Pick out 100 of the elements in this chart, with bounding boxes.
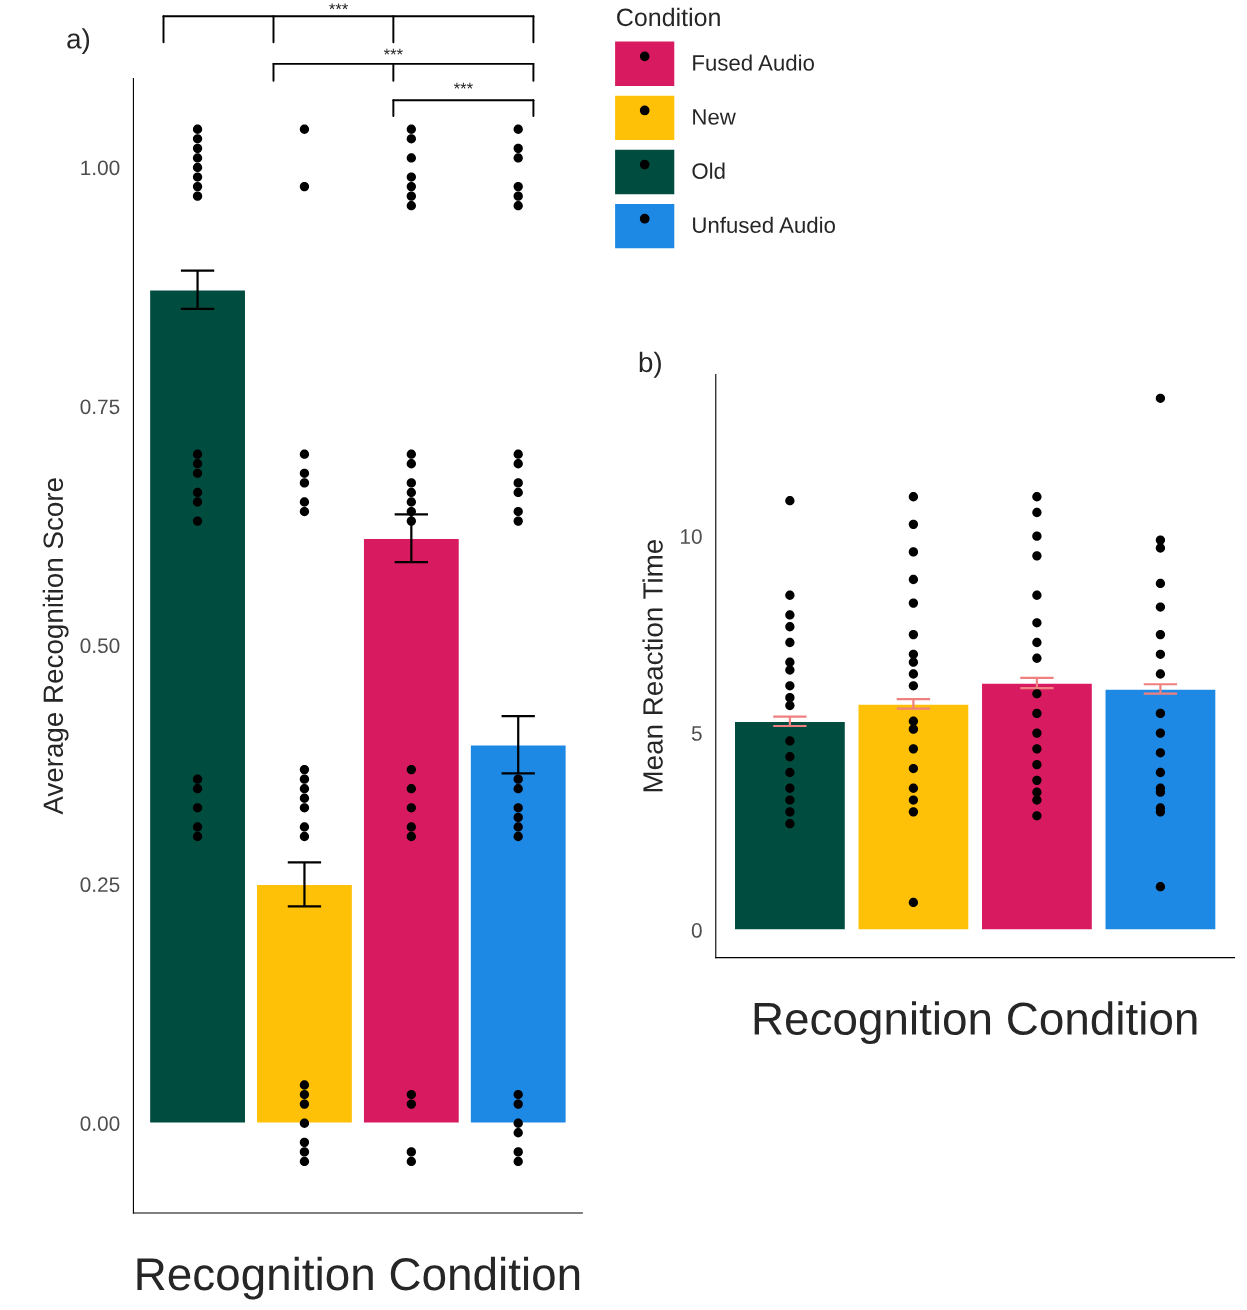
point bbox=[192, 497, 203, 507]
point bbox=[513, 506, 523, 517]
point bbox=[1032, 551, 1042, 561]
y-tick-label: 0.50 bbox=[80, 638, 120, 654]
point bbox=[513, 143, 523, 154]
point bbox=[192, 822, 203, 832]
point bbox=[908, 657, 919, 667]
point bbox=[908, 744, 919, 754]
point bbox=[1155, 393, 1166, 403]
y-tick-label: 1.00 bbox=[81, 160, 120, 176]
point bbox=[513, 803, 523, 813]
point bbox=[908, 598, 919, 608]
point bbox=[406, 191, 416, 201]
point bbox=[513, 449, 523, 459]
point bbox=[908, 574, 919, 585]
point bbox=[513, 459, 523, 469]
y-tick-label: 0.75 bbox=[80, 399, 120, 415]
point bbox=[192, 124, 203, 134]
point bbox=[406, 1099, 416, 1109]
point bbox=[908, 795, 919, 805]
point bbox=[908, 807, 919, 817]
legend-label: Fused Audio bbox=[693, 54, 814, 71]
point bbox=[1032, 708, 1042, 719]
point bbox=[513, 181, 523, 192]
point bbox=[1032, 590, 1042, 600]
point bbox=[1155, 708, 1166, 719]
point bbox=[513, 201, 523, 211]
point bbox=[299, 1080, 310, 1090]
point bbox=[1155, 748, 1166, 758]
point bbox=[513, 1089, 523, 1100]
point bbox=[785, 622, 795, 632]
point bbox=[406, 497, 416, 507]
text: *** bbox=[329, 3, 349, 10]
point bbox=[1155, 882, 1166, 892]
point bbox=[513, 487, 523, 498]
y-axis-title: Average Recognition Score bbox=[42, 478, 69, 815]
bar bbox=[1104, 688, 1217, 931]
point bbox=[513, 831, 523, 842]
point bbox=[785, 590, 795, 600]
point bbox=[1032, 728, 1042, 738]
point bbox=[1032, 531, 1042, 541]
point bbox=[1155, 578, 1166, 589]
point bbox=[192, 191, 203, 201]
point bbox=[1155, 535, 1166, 545]
point bbox=[192, 172, 203, 182]
point bbox=[1032, 618, 1042, 628]
point bbox=[406, 449, 416, 459]
point bbox=[513, 1147, 523, 1157]
point bbox=[785, 752, 795, 762]
legend-title: Condition bbox=[617, 7, 720, 27]
point bbox=[299, 784, 310, 794]
point bbox=[513, 153, 523, 163]
point bbox=[785, 783, 795, 793]
point bbox=[1155, 767, 1166, 778]
point bbox=[406, 764, 416, 775]
point bbox=[1155, 669, 1166, 679]
point bbox=[908, 649, 919, 659]
point bbox=[908, 724, 919, 734]
legend-label: Old bbox=[692, 162, 725, 179]
point bbox=[299, 506, 310, 517]
point bbox=[192, 516, 203, 526]
point bbox=[513, 516, 523, 526]
point bbox=[1032, 637, 1042, 648]
point bbox=[785, 692, 795, 703]
point bbox=[513, 784, 523, 794]
x-axis-title: Recognition Condition bbox=[137, 1256, 580, 1300]
point bbox=[192, 181, 203, 192]
point bbox=[513, 191, 523, 201]
point bbox=[1032, 775, 1042, 786]
point bbox=[299, 1099, 310, 1109]
point bbox=[513, 812, 523, 823]
point bbox=[513, 1128, 523, 1138]
point bbox=[908, 897, 919, 908]
point bbox=[299, 1118, 310, 1128]
point bbox=[192, 803, 203, 813]
point bbox=[406, 1156, 416, 1167]
point bbox=[406, 831, 416, 842]
point bbox=[406, 487, 416, 498]
point bbox=[406, 134, 416, 144]
point bbox=[192, 487, 203, 498]
point bbox=[299, 831, 310, 842]
point bbox=[908, 519, 919, 529]
point bbox=[513, 124, 523, 134]
point bbox=[299, 803, 310, 813]
point bbox=[1032, 811, 1042, 821]
point bbox=[513, 478, 523, 488]
point bbox=[299, 478, 310, 488]
bar bbox=[857, 703, 970, 931]
point bbox=[1032, 653, 1042, 663]
point bbox=[785, 819, 795, 829]
point bbox=[908, 492, 919, 502]
point bbox=[299, 793, 310, 803]
legend-label: New bbox=[693, 109, 736, 125]
legend-label: Unfused Audio bbox=[693, 216, 835, 234]
point bbox=[192, 459, 203, 469]
y-tick-label: 0.00 bbox=[80, 1116, 120, 1131]
point bbox=[513, 1118, 523, 1128]
point bbox=[299, 774, 310, 784]
point bbox=[406, 822, 416, 832]
point bbox=[1155, 728, 1166, 738]
